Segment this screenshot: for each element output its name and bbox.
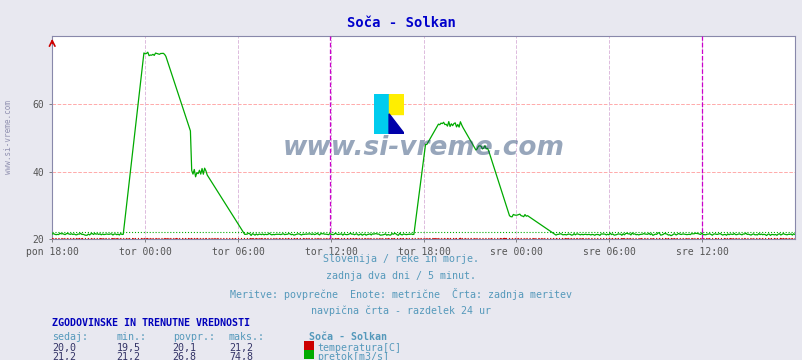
Text: 74,8: 74,8 xyxy=(229,352,253,360)
Polygon shape xyxy=(389,114,404,134)
Text: pretok[m3/s]: pretok[m3/s] xyxy=(317,352,389,360)
Text: 21,2: 21,2 xyxy=(52,352,76,360)
Text: ZGODOVINSKE IN TRENUTNE VREDNOSTI: ZGODOVINSKE IN TRENUTNE VREDNOSTI xyxy=(52,318,250,328)
Text: min.:: min.: xyxy=(116,332,146,342)
Text: 20,0: 20,0 xyxy=(52,343,76,353)
Text: 21,2: 21,2 xyxy=(116,352,140,360)
Text: www.si-vreme.com: www.si-vreme.com xyxy=(282,135,564,161)
Text: povpr.:: povpr.: xyxy=(172,332,214,342)
Text: 26,8: 26,8 xyxy=(172,352,196,360)
Polygon shape xyxy=(389,94,404,114)
Text: Slovenija / reke in morje.: Slovenija / reke in morje. xyxy=(323,254,479,264)
Text: Meritve: povprečne  Enote: metrične  Črta: zadnja meritev: Meritve: povprečne Enote: metrične Črta:… xyxy=(230,288,572,300)
Text: temperatura[C]: temperatura[C] xyxy=(317,343,401,353)
Text: www.si-vreme.com: www.si-vreme.com xyxy=(3,100,13,174)
Text: sedaj:: sedaj: xyxy=(52,332,88,342)
Text: zadnja dva dni / 5 minut.: zadnja dva dni / 5 minut. xyxy=(326,271,476,281)
Text: navpična črta - razdelek 24 ur: navpična črta - razdelek 24 ur xyxy=(311,306,491,316)
Text: maks.:: maks.: xyxy=(229,332,265,342)
Text: Soča - Solkan: Soča - Solkan xyxy=(309,332,387,342)
Text: 20,1: 20,1 xyxy=(172,343,196,353)
Text: Soča - Solkan: Soča - Solkan xyxy=(346,16,456,30)
Bar xyxy=(374,94,389,134)
Text: 19,5: 19,5 xyxy=(116,343,140,353)
Text: 21,2: 21,2 xyxy=(229,343,253,353)
